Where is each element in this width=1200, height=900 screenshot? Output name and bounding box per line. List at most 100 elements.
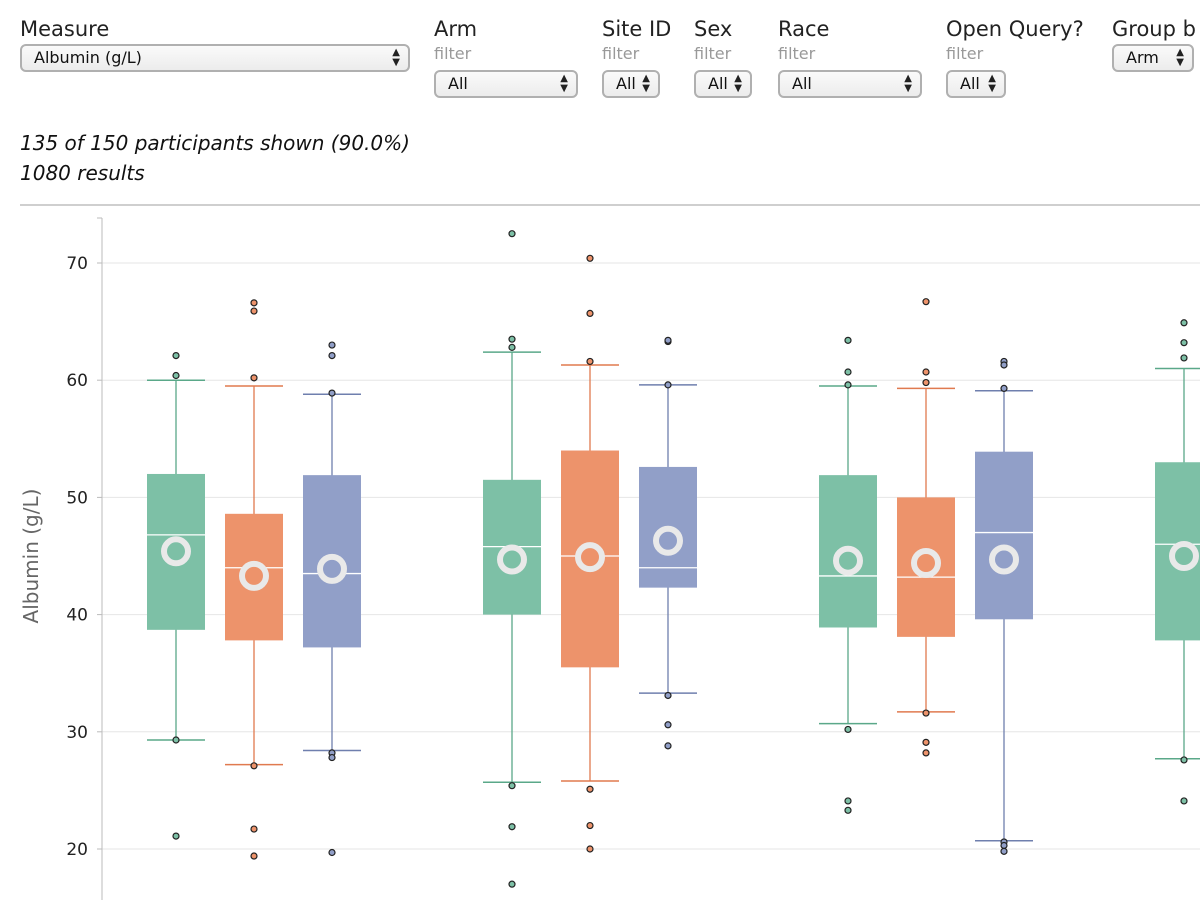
outlier-point <box>172 351 180 360</box>
box-plot-1-3 <box>303 341 361 857</box>
outlier-point <box>586 309 594 317</box>
outlier-point <box>586 254 594 262</box>
outlier-point <box>664 721 672 729</box>
outlier-point <box>664 691 672 700</box>
status-summary: 135 of 150 participants shown (90.0%) 10… <box>20 128 410 188</box>
results-count: 1080 results <box>20 161 145 185</box>
outlier-point <box>172 832 180 840</box>
box-plot-1-1 <box>147 351 205 840</box>
outlier-point <box>172 736 180 744</box>
y-axis-label: Albumin (g/L) <box>19 489 43 624</box>
mean-marker <box>833 545 863 576</box>
outlier-point <box>250 299 258 307</box>
outlier-point <box>844 336 852 344</box>
outlier-point <box>586 785 594 793</box>
filter-race-value: All <box>792 74 812 93</box>
outlier-point <box>1000 384 1008 393</box>
box-plot-3-3 <box>975 357 1033 855</box>
filter-open-query-select[interactable]: All ▲ ▼ <box>946 70 1006 98</box>
mean-marker <box>1169 541 1199 571</box>
y-tick-label: 40 <box>66 606 88 626</box>
outlier-point <box>250 762 258 770</box>
mean-marker <box>317 553 347 584</box>
filter-sex: Sex filter All ▲ ▼ <box>694 14 752 98</box>
outlier-point <box>508 230 516 238</box>
outlier-point <box>586 845 594 853</box>
select-arrows-icon: ▲ ▼ <box>392 47 400 68</box>
outlier-point <box>844 725 852 734</box>
select-arrows-icon: ▲ ▼ <box>734 73 742 94</box>
group-by-label: Group b <box>1112 17 1196 41</box>
filter-race-label: Race <box>778 17 830 41</box>
filter-open-query-label: Open Query? <box>946 17 1084 41</box>
filter-site-id-label: Site ID <box>602 17 672 41</box>
filter-sex-value: All <box>708 74 728 93</box>
mean-marker <box>575 542 605 573</box>
measure-select[interactable]: Albumin (g/L) ▲ ▼ <box>20 44 410 72</box>
filter-site-id-select[interactable]: All ▲ ▼ <box>602 70 660 98</box>
outlier-point <box>1180 339 1188 347</box>
outlier-point <box>844 797 852 805</box>
filter-open-query-value: All <box>960 74 980 93</box>
select-arrows-icon: ▲ ▼ <box>988 73 996 94</box>
filter-sex-select[interactable]: All ▲ ▼ <box>694 70 752 98</box>
outlier-point <box>844 381 852 389</box>
y-tick-label: 30 <box>66 723 88 743</box>
mean-marker <box>239 560 269 591</box>
outlier-point <box>250 852 258 860</box>
select-arrows-icon: ▲ ▼ <box>904 73 912 94</box>
mean-marker <box>653 525 683 556</box>
box-plot-2-1 <box>483 230 541 888</box>
divider <box>20 204 1200 206</box>
y-tick-label: 20 <box>66 840 88 860</box>
box-plot-2-2 <box>561 254 619 853</box>
outlier-point <box>922 378 930 387</box>
mean-marker <box>497 544 527 575</box>
outlier-point <box>508 880 516 888</box>
filter-site-id: Site ID filter All ▲ ▼ <box>602 14 671 98</box>
filter-arm-sub: filter <box>434 44 472 63</box>
y-tick-label: 60 <box>66 371 88 391</box>
outlier-point <box>1180 319 1188 327</box>
outlier-point <box>922 709 930 717</box>
box-plot-4-1 <box>1155 319 1200 805</box>
box-plot-3-2 <box>897 298 955 757</box>
filter-sex-label: Sex <box>694 17 733 41</box>
group-by-select[interactable]: Arm ▲ ▼ <box>1112 44 1194 72</box>
filter-site-id-value: All <box>616 74 636 93</box>
outlier-point <box>508 823 516 831</box>
outlier-point <box>1000 841 1008 850</box>
filter-arm: Arm filter All ▲ ▼ <box>434 14 578 98</box>
group-by-value: Arm <box>1126 48 1159 67</box>
outlier-point <box>664 381 672 389</box>
y-axis: 20 30 40 50 60 70 <box>66 217 103 900</box>
filter-sex-sub: filter <box>694 44 732 63</box>
filter-arm-select[interactable]: All ▲ ▼ <box>434 70 578 98</box>
outlier-point <box>844 806 852 814</box>
outlier-point <box>328 341 336 349</box>
outlier-point <box>664 336 672 344</box>
participants-count: 135 of 150 participants shown (90.0%) <box>20 131 410 155</box>
select-arrows-icon: ▲ ▼ <box>642 73 650 94</box>
mean-marker <box>989 544 1019 575</box>
outlier-point <box>1180 354 1188 362</box>
outlier-point <box>586 821 594 830</box>
filter-race-select[interactable]: All ▲ ▼ <box>778 70 922 98</box>
outlier-point <box>922 749 930 757</box>
box-plot-2-3 <box>639 336 697 750</box>
measure-control: Measure Albumin (g/L) ▲ ▼ <box>20 14 410 72</box>
outlier-point <box>508 335 516 343</box>
filter-race: Race filter All ▲ ▼ <box>778 14 922 98</box>
outlier-point <box>922 368 930 376</box>
iqr-box <box>975 451 1033 620</box>
box-plot-1-2 <box>225 299 283 860</box>
measure-label: Measure <box>20 17 110 41</box>
outlier-point <box>922 298 930 306</box>
filter-site-id-sub: filter <box>602 44 640 63</box>
plot-area <box>147 230 1200 888</box>
mean-marker <box>911 548 941 579</box>
outlier-point <box>586 357 594 366</box>
outlier-point <box>1000 847 1008 855</box>
mean-marker <box>161 536 191 567</box>
y-tick-label: 50 <box>66 488 88 508</box>
